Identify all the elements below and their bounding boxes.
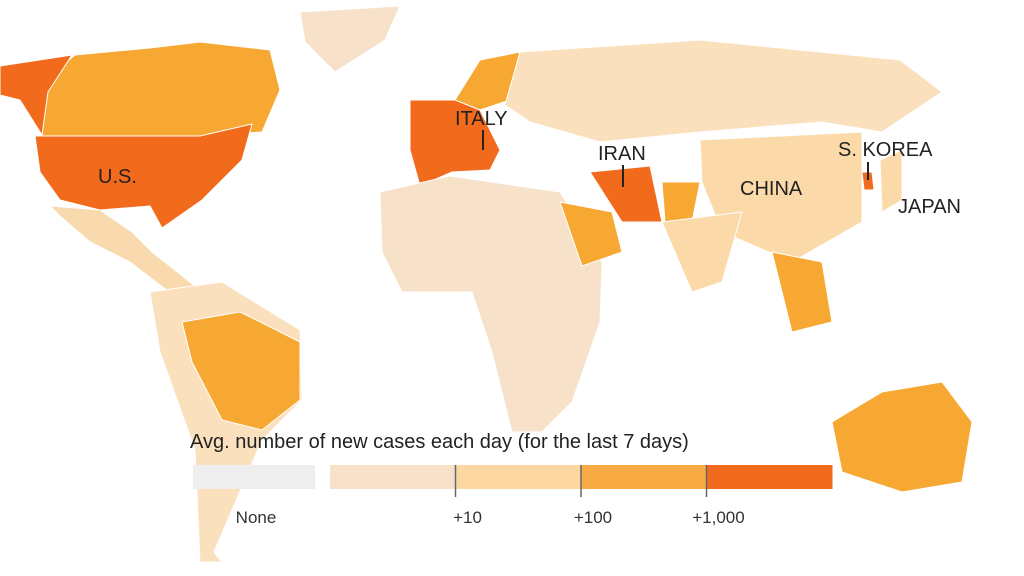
country-label: S. KOREA [838, 139, 933, 161]
country-label: ITALY [455, 108, 508, 130]
legend-tick-label: +100 [574, 508, 612, 527]
legend-swatch [581, 465, 707, 489]
country-label: CHINA [740, 178, 803, 200]
country-label: JAPAN [898, 196, 961, 218]
legend-swatch [455, 465, 582, 489]
legend-none-label: None [236, 508, 277, 527]
land [0, 5, 973, 563]
legend: +10 +100 +1,000 [193, 465, 833, 527]
country-label: IRAN [598, 143, 646, 165]
legend-title: Avg. number of new cases each day (for t… [190, 431, 689, 453]
legend-none-swatch [193, 465, 315, 489]
legend-swatch [330, 465, 456, 489]
country-label: U.S. [98, 166, 137, 188]
legend-swatch [706, 465, 833, 489]
legend-tick-label: +10 [453, 508, 482, 527]
legend-tick-label: +1,000 [692, 508, 744, 527]
